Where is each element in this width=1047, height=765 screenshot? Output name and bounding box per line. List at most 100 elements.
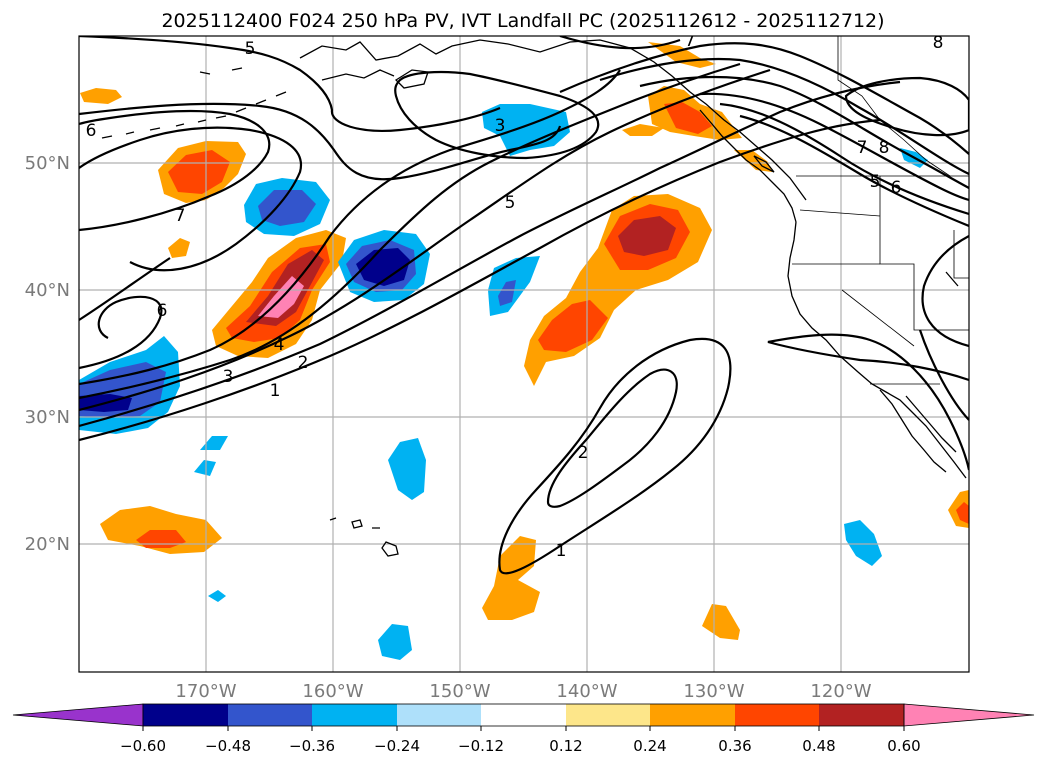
lat-label: 50°N xyxy=(25,153,70,174)
colorbar-tick-label: −0.48 xyxy=(205,737,251,755)
coastlines xyxy=(101,39,967,557)
orange-blob-coast3 xyxy=(648,42,716,68)
bc-coast xyxy=(699,109,797,223)
red-blob-coast xyxy=(664,102,712,134)
colorbar-segment xyxy=(397,704,481,726)
contour-top-mid xyxy=(559,36,681,50)
contour-1-north xyxy=(79,118,881,442)
contour-1-south xyxy=(767,333,969,471)
lat-label: 40°N xyxy=(25,280,70,301)
latitude-labels: 50°N 40°N 30°N 20°N xyxy=(25,153,70,555)
lon-label: 130°W xyxy=(683,681,744,702)
colorbar-tick-label: 0.24 xyxy=(633,737,666,755)
colorbar-segment xyxy=(228,704,312,726)
navy-blob-2 xyxy=(356,248,410,286)
svg-text:3: 3 xyxy=(223,367,234,387)
colorbar-segment xyxy=(481,704,566,726)
orange-small-goa xyxy=(168,238,190,258)
gridlines xyxy=(79,36,969,672)
colorbar-tick-label: −0.12 xyxy=(458,737,504,755)
contour-7-east xyxy=(639,75,969,189)
colorbar-extend-high xyxy=(903,703,1035,727)
colorbar-segment xyxy=(819,704,904,726)
svg-text:6: 6 xyxy=(157,301,168,321)
cyan-small-2 xyxy=(194,460,216,476)
contour-3 xyxy=(79,68,771,412)
svg-text:7: 7 xyxy=(175,206,186,226)
darkred-band-east xyxy=(618,216,676,256)
red-blob-goa xyxy=(168,150,230,194)
ivt-contours xyxy=(79,36,969,575)
colorbar-tick-label: 0.48 xyxy=(802,737,835,755)
colorbar-ticks xyxy=(142,726,905,731)
orange-blob-nw xyxy=(80,88,122,104)
contour-east-3 xyxy=(739,114,969,228)
contour-east-2 xyxy=(719,102,969,216)
lon-label: 120°W xyxy=(810,681,871,702)
contour-1-ring xyxy=(498,337,732,575)
contour-6b xyxy=(79,257,171,321)
contour-east-lower xyxy=(918,329,969,421)
contour-6-east xyxy=(599,57,969,175)
colorbar-tick-label: −0.24 xyxy=(374,737,420,755)
colorbar-segment xyxy=(312,704,397,726)
contour-8-ring xyxy=(844,76,969,137)
svg-text:7: 7 xyxy=(685,31,696,51)
colorbar-segment xyxy=(650,704,735,726)
cyan-blob-5 xyxy=(388,438,426,500)
alaska-coast xyxy=(299,39,807,201)
cyan-blob-7 xyxy=(844,520,882,566)
svg-text:3: 3 xyxy=(495,116,506,136)
contour-3-ring xyxy=(394,70,600,160)
us-west-coast xyxy=(787,221,967,479)
cyan-small-1 xyxy=(200,436,228,450)
red-blob-mexico xyxy=(956,502,969,524)
contour-2-north xyxy=(79,80,901,428)
figure-title: 2025112400 F024 250 hPa PV, IVT Landfall… xyxy=(161,10,884,32)
borders xyxy=(792,36,969,385)
map-frame xyxy=(78,35,970,673)
svg-text:7: 7 xyxy=(857,138,868,158)
colorbar-tick-label: 0.36 xyxy=(718,737,751,755)
contour-5a xyxy=(79,69,621,386)
svg-text:1: 1 xyxy=(556,541,567,561)
svg-text:4: 4 xyxy=(274,335,285,355)
svg-text:5: 5 xyxy=(870,172,881,192)
contour-4 xyxy=(79,62,741,400)
lon-label: 150°W xyxy=(429,681,490,702)
colorbar-tick-label: −0.36 xyxy=(289,737,335,755)
contour-6a xyxy=(79,295,163,370)
red-band-east xyxy=(538,300,608,352)
lon-label: 160°W xyxy=(302,681,363,702)
lon-label: 170°W xyxy=(175,681,236,702)
longitude-labels: 170°W 160°W 150°W 140°W 130°W 120°W xyxy=(175,681,871,702)
svg-text:8: 8 xyxy=(879,138,890,158)
svg-text:8: 8 xyxy=(933,33,944,53)
lat-label: 20°N xyxy=(25,534,70,555)
colorbar-segment xyxy=(566,704,650,726)
orange-blob-coast2 xyxy=(622,124,664,136)
hawaii xyxy=(329,517,399,557)
contour-8-east xyxy=(699,92,969,202)
pv-shading xyxy=(79,42,969,660)
svg-text:1: 1 xyxy=(270,381,281,401)
blue-blob-1 xyxy=(258,190,316,226)
blue-blob-3 xyxy=(498,280,516,306)
lat-label: 30°N xyxy=(25,407,70,428)
colorbar-tick-label: 0.12 xyxy=(549,737,582,755)
svg-text:5: 5 xyxy=(245,39,256,59)
baja-coast xyxy=(879,389,957,473)
cyan-blob-6 xyxy=(378,624,412,660)
colorbar-tick-label: −0.60 xyxy=(120,737,166,755)
contour-labels: 5 6 7 3 5 6 4 2 3 1 2 1 7 8 5 6 8 7 xyxy=(86,31,944,561)
contour-5-top xyxy=(79,36,501,132)
colorbar-segment xyxy=(143,704,228,726)
contour-7b xyxy=(79,109,271,232)
svg-text:6: 6 xyxy=(891,178,902,198)
colorbar: −0.60 −0.48 −0.36 −0.24 −0.12 0.12 0.24 … xyxy=(12,703,1035,755)
contour-east-loop xyxy=(921,235,969,348)
cyan-small-3 xyxy=(208,590,226,602)
contour-7 xyxy=(79,126,303,272)
orange-blob-sse xyxy=(702,604,740,640)
